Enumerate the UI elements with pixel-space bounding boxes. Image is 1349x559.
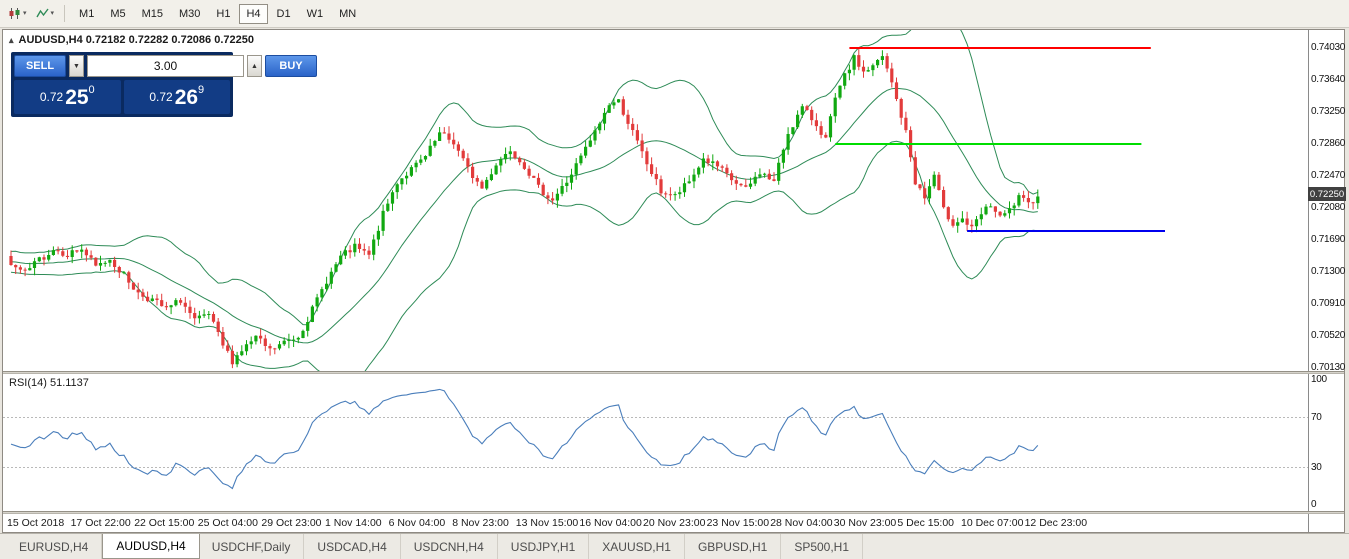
sell-price-point: 0 xyxy=(88,84,95,96)
time-axis-label: 29 Oct 23:00 xyxy=(261,517,322,529)
timeframe-button-h4[interactable]: H4 xyxy=(239,3,268,24)
bollinger-middle-band xyxy=(10,87,1038,344)
buy-button[interactable]: BUY xyxy=(265,55,317,77)
time-axis-label: 6 Nov 04:00 xyxy=(388,517,446,529)
timeframe-button-m30[interactable]: M30 xyxy=(179,7,201,20)
rsi-axis-label: 30 xyxy=(1311,461,1322,473)
chart-tab-usdchf[interactable]: USDCHF,Daily xyxy=(199,534,305,559)
time-axis-label: 25 Oct 04:00 xyxy=(197,517,258,529)
timeframe-button-m5[interactable]: M5 xyxy=(110,7,126,20)
price-axis-label: 0.70520 xyxy=(1311,330,1346,341)
price-axis-label: 0.74030 xyxy=(1311,42,1346,53)
symbol-ohlc-text: AUDUSD,H4 0.72182 0.72282 0.72086 0.7225… xyxy=(18,34,254,46)
time-axis-label: 13 Nov 15:00 xyxy=(515,517,579,529)
buy-price-prefix: 0.72 xyxy=(149,90,173,104)
price-axis-label: 0.70910 xyxy=(1311,298,1346,309)
chart-tab-sp500[interactable]: SP500,H1 xyxy=(781,534,864,559)
time-axis-label: 10 Dec 07:00 xyxy=(961,517,1024,529)
time-axis-label: 30 Nov 23:00 xyxy=(833,517,897,529)
line-tools-button[interactable]: ▾ xyxy=(32,4,59,23)
rsi-axis-label: 100 xyxy=(1311,374,1327,385)
price-axis-label: 0.72860 xyxy=(1311,138,1346,149)
time-axis-label: 15 Oct 2018 xyxy=(7,517,65,529)
one-click-trading-toggle[interactable]: ▴ xyxy=(9,34,14,45)
rsi-axis-label: 0 xyxy=(1311,499,1317,510)
buy-price-display[interactable]: 0.72 26 9 xyxy=(123,80,230,114)
chevron-down-icon: ▾ xyxy=(23,10,27,17)
chart-tab-bar: EURUSD,H4 AUDUSD,H4 USDCHF,Daily USDCAD,H4 U… xyxy=(0,533,1349,559)
timeframe-button-m1[interactable]: M1 xyxy=(79,7,95,20)
price-axis-label: 0.73250 xyxy=(1311,106,1346,117)
price-axis-label: 0.72080 xyxy=(1311,202,1346,213)
time-axis-label: 22 Oct 15:00 xyxy=(134,517,195,529)
time-axis[interactable]: 15 Oct 2018 17 Oct 22:00 22 Oct 15:00 25 Oc… xyxy=(3,515,1308,532)
toolbar-separator xyxy=(64,5,66,22)
price-axis-label: 0.73640 xyxy=(1311,74,1346,85)
chart-tab-audusd[interactable]: AUDUSD,H4 xyxy=(102,534,200,559)
timeframe-button-d1[interactable]: D1 xyxy=(276,7,291,20)
current-price-tag: 0.72250 xyxy=(1308,187,1346,201)
chart-header: ▴ AUDUSD,H4 0.72182 0.72282 0.72086 0.72… xyxy=(9,34,254,46)
chart-tab-eurusd[interactable]: EURUSD,H4 xyxy=(6,534,103,559)
buy-price-point: 9 xyxy=(198,84,205,96)
chart-tab-usdcad[interactable]: USDCAD,H4 xyxy=(304,534,401,559)
trade-panel-prices-row: 0.72 25 0 0.72 26 9 xyxy=(14,80,230,114)
chart-type-button[interactable]: ▾ xyxy=(4,4,31,23)
bollinger-upper-band xyxy=(10,30,1038,326)
time-axis-label: 17 Oct 22:00 xyxy=(70,517,131,529)
time-axis-label: 20 Nov 23:00 xyxy=(643,517,706,529)
zigzag-line-icon xyxy=(35,8,49,18)
sell-price-prefix: 0.72 xyxy=(39,90,64,104)
timeframe-group: M1 M5 M15 M30 H1 H4 D1 W1 MN xyxy=(71,3,364,24)
price-axis-label: 0.70130 xyxy=(1311,362,1346,373)
sell-price-display[interactable]: 0.72 25 0 xyxy=(14,80,121,114)
sell-button[interactable]: SELL xyxy=(14,55,66,77)
lot-size-input[interactable] xyxy=(87,55,244,77)
time-axis-label: 16 Nov 04:00 xyxy=(579,517,642,529)
timeframe-button-w1[interactable]: W1 xyxy=(306,7,324,20)
rsi-indicator-label: RSI(14) 51.1137 xyxy=(9,377,89,389)
time-axis-label: 23 Nov 15:00 xyxy=(706,517,770,529)
chart-tab-usdjpy[interactable]: USDJPY,H1 xyxy=(498,534,590,559)
time-axis-label: 12 Dec 23:00 xyxy=(1024,517,1088,529)
top-toolbar: ▾ ▾ M1 M5 M15 M30 H1 H4 D1 W1 MN xyxy=(0,0,1349,28)
candlestick-chart-icon xyxy=(9,8,20,19)
bollinger-lower-band xyxy=(10,140,1038,371)
rsi-axis-label: 70 xyxy=(1311,411,1322,423)
chevron-down-icon: ▾ xyxy=(50,10,55,17)
rsi-panel-separator[interactable] xyxy=(3,371,1344,374)
lot-decrease-button[interactable]: ▼ xyxy=(69,55,84,77)
price-axis[interactable]: 0.74030 0.73640 0.73250 0.72860 0.72470 0.720… xyxy=(1308,30,1346,532)
price-axis-label: 0.71690 xyxy=(1311,234,1346,245)
chart-tab-gbpusd[interactable]: GBPUSD,H1 xyxy=(685,534,782,559)
price-axis-label: 0.71300 xyxy=(1311,266,1346,277)
buy-price-pips: 26 xyxy=(174,85,199,109)
timeframe-button-m15[interactable]: M15 xyxy=(141,7,163,20)
sell-price-pips: 25 xyxy=(65,85,89,109)
price-axis-label: 0.72470 xyxy=(1311,170,1346,181)
rsi-line xyxy=(10,388,1039,490)
rsi-canvas[interactable] xyxy=(3,374,1308,511)
time-axis-label: 1 Nov 14:00 xyxy=(325,517,382,529)
timeframe-button-h1[interactable]: H1 xyxy=(216,7,231,20)
time-axis-label: 5 Dec 15:00 xyxy=(897,517,955,529)
price-chart-canvas[interactable] xyxy=(3,30,1308,371)
time-axis-separator xyxy=(3,511,1344,514)
trade-panel-buttons-row: SELL ▼ ▲ BUY xyxy=(14,55,317,77)
timeframe-button-mn[interactable]: MN xyxy=(339,7,357,20)
time-axis-label: 28 Nov 04:00 xyxy=(770,517,833,529)
chart-tab-usdcnh[interactable]: USDCNH,H4 xyxy=(401,534,498,559)
one-click-trading-panel: SELL ▼ ▲ BUY 0.72 25 0 0.72 26 9 xyxy=(11,52,317,117)
time-axis-label: 8 Nov 23:00 xyxy=(452,517,509,529)
chart-tab-xauusd[interactable]: XAUUSD,H1 xyxy=(589,534,685,559)
lot-increase-button[interactable]: ▲ xyxy=(247,55,262,77)
chart-window: ▴ AUDUSD,H4 0.72182 0.72282 0.72086 0.72… xyxy=(2,29,1346,533)
